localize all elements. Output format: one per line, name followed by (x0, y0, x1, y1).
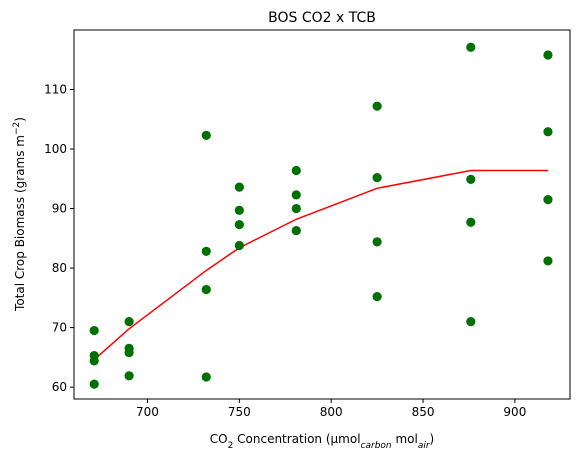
y-tick-label: 110 (44, 83, 67, 97)
chart-title: BOS CO2 x TCB (268, 10, 376, 26)
data-point (466, 217, 476, 227)
data-point (543, 195, 553, 205)
data-point (291, 190, 301, 200)
data-point (372, 101, 382, 111)
data-point (466, 174, 476, 184)
x-axis-ticks: 700 750 800 850 900 (136, 399, 526, 419)
data-point (543, 256, 553, 266)
x-tick-label: 750 (228, 405, 251, 419)
data-point (201, 284, 211, 295)
x-tick-label: 800 (320, 405, 343, 419)
y-tick-label: 80 (52, 261, 67, 275)
y-tick-label: 70 (52, 321, 67, 335)
data-point (291, 225, 301, 236)
y-tick-label: 90 (52, 202, 67, 216)
fit-line-group (93, 169, 548, 361)
data-point (234, 205, 244, 215)
plot-background (74, 30, 570, 399)
x-axis-label: CO2 Concentration (µmolcarbon molair) (210, 432, 434, 451)
data-point (234, 182, 244, 192)
y-tick-label: 60 (52, 380, 67, 394)
data-point (234, 240, 244, 251)
plot-frame (73, 29, 571, 400)
y-axis-label: Total Crop Biomass (grams m−2) (12, 117, 27, 312)
data-point (89, 356, 99, 366)
scatter-points (89, 42, 553, 389)
x-tick-label: 900 (503, 405, 526, 419)
x-tick-label: 850 (412, 405, 435, 419)
data-point (372, 173, 382, 183)
data-point (201, 130, 211, 140)
x-tick-label: 700 (136, 405, 159, 419)
data-point (291, 165, 301, 176)
data-point (372, 237, 382, 247)
data-point (124, 371, 134, 381)
data-point (543, 127, 553, 137)
data-point (89, 325, 99, 336)
data-point (291, 203, 301, 214)
data-point (466, 317, 476, 327)
fit-line (93, 169, 548, 361)
data-point (372, 292, 382, 302)
data-point (124, 317, 134, 327)
data-point (201, 246, 211, 256)
data-point (89, 379, 99, 389)
data-point (201, 372, 211, 382)
data-point (234, 220, 244, 230)
data-point (124, 347, 134, 358)
data-point (543, 50, 553, 60)
y-tick-label: 100 (44, 142, 67, 156)
y-axis-ticks: 60 70 80 90 100 110 (44, 83, 74, 394)
data-point (466, 42, 476, 52)
